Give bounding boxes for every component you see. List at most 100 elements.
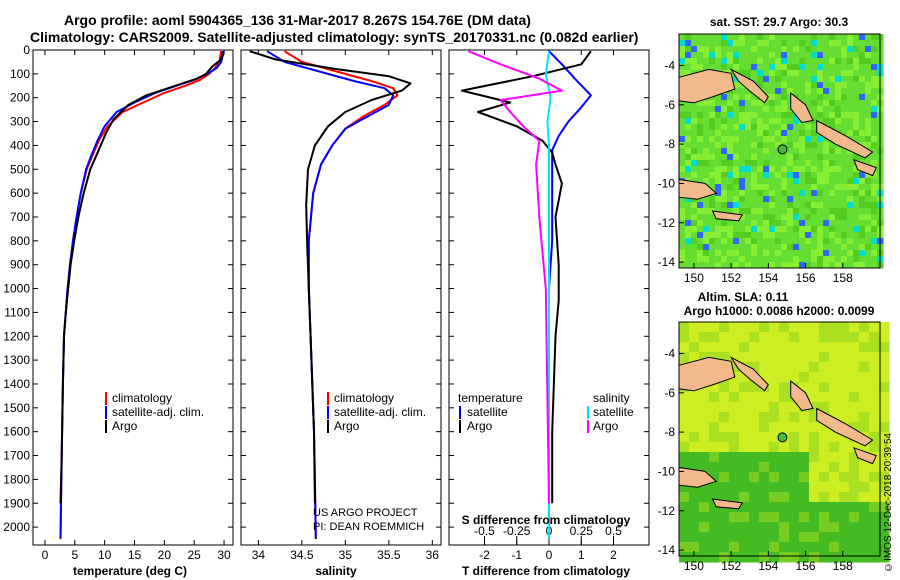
temperature-xtick-label: 20 [158,548,172,562]
sst-map-frame [678,33,881,269]
sla-map-xtick-label: 158 [833,559,853,573]
sla-map-title: Altim. SLA: 0.11 [698,290,789,304]
land-polygon [816,119,874,159]
sst-map-ytick-label: -12 [658,216,676,230]
depth-tick-label: 1200 [3,329,30,343]
credit-stamp: ©IMOS 12-Dec-2018 20:39:54 [883,433,894,572]
depth-tick-label: 0 [23,43,30,57]
figure-title-line2: Climatology: CARS2009. Satellite-adjuste… [30,29,639,45]
sst-map-ytick-label: -4 [664,58,675,72]
depth-tick-label: 700 [10,210,30,224]
sla-map-float-marker [777,432,788,443]
sst-map-ytick-label: -6 [664,98,675,112]
temperature-series-satellite-adj-clim- [59,50,225,540]
depth-tick-label: 100 [10,67,30,81]
salinity-xtick-label: 34 [252,548,266,562]
temperature-xtick-label: 10 [98,548,112,562]
sla-map-land [678,356,877,510]
differences-xtick-label: 2 [610,548,617,562]
differences-top-tick-label: -0.5 [474,524,495,538]
legend-label-s-satellite: satellite [593,405,634,419]
differences-top-tick-label: 0.5 [605,524,622,538]
legend-heading-salinity: salinity [593,391,630,405]
salinity-series-climatology [283,50,399,540]
diff-legend: temperature satellite Argo salinity sate… [458,391,634,433]
differences-xtick-label: -1 [511,548,522,562]
legend-label-climatology: climatology [334,391,394,405]
sst-map-xtick-label: 154 [758,271,778,285]
temperature-xtick-label: 30 [217,548,231,562]
depth-tick-label: 1400 [3,377,30,391]
sla-map-ytick-label: -12 [658,504,676,518]
legend-label-argo: Argo [112,419,138,433]
sla-map-xtick-label: 152 [721,559,741,573]
temperature-series-argo [59,50,224,504]
legend-label-satellite: satellite-adj. clim. [334,405,426,419]
legend-label-t-satellite: satellite [467,405,508,419]
temperature-xtick-label: 0 [42,548,49,562]
sst-map-ytick-label: -10 [658,176,676,190]
sst-map-xtick-label: 158 [833,271,853,285]
project-annotation: US ARGO PROJECT [313,507,418,519]
legend-label-s-argo: Argo [593,419,619,433]
sla-map-xtick-label: 154 [758,559,778,573]
temperature-xtick-label: 15 [128,548,142,562]
depth-tick-label: 600 [10,186,30,200]
sst-map-xtick-label: 156 [796,271,816,285]
sla-map-xtick-label: 156 [796,559,816,573]
land-polygon [853,446,877,465]
salinity-xtick-label: 34.5 [290,548,314,562]
salinity-frame [240,49,442,546]
sst-map: 150 152 154 156 158 -4 -6 -8 -10 -12 -14 [658,33,884,285]
sst-map-ytick-label: -8 [664,137,675,151]
sst-map-land [678,68,877,222]
temperature-xtick-label: 25 [188,548,202,562]
sst-map-xtick-label: 152 [721,271,741,285]
legend-label-climatology: climatology [112,391,172,405]
land-polygon [711,210,744,222]
sst-map-ytick-label: -14 [658,255,676,269]
land-polygon [678,356,736,392]
land-polygon [729,68,769,104]
depth-tick-label: 200 [10,91,30,105]
salinity-xtick-label: 36 [426,548,440,562]
differences-xtick-label: 0 [546,548,553,562]
differences-xtick-label: -2 [479,548,490,562]
depth-tick-label: 300 [10,115,30,129]
legend-heading-temperature: temperature [458,391,523,405]
land-polygon [711,498,744,510]
diff-xlabel: T difference from climatology [462,564,630,578]
land-polygon [853,158,877,177]
temperature-panel: 0 5 10 15 20 25 300100200300400500600700800900… [3,43,234,562]
temperature-series-climatology [59,51,223,540]
depth-tick-label: 1100 [4,305,30,319]
legend-label-satellite: satellite-adj. clim. [112,405,204,419]
sla-map-ytick-label: -4 [664,346,675,360]
depth-tick-label: 400 [10,138,30,152]
depth-tick-label: 1800 [3,472,30,486]
salinity-panel: 34 34.5 35 35.5 36 [240,49,442,562]
salinity-legend: climatology satellite-adj. clim. Argo [327,391,426,433]
figure-title-line1: Argo profile: aoml 5904365_136 31-Mar-20… [64,12,531,28]
land-polygon [816,407,874,447]
sst-map-title: sat. SST: 29.7 Argo: 30.3 [710,15,849,29]
diff-top-label: S difference from climatology [462,513,631,527]
pi-annotation: PI: DEAN ROEMMICH [313,521,424,533]
temperature-xlabel: temperature (deg C) [73,564,187,578]
temperature-frame [32,49,234,546]
salinity-xtick-label: 35 [339,548,353,562]
depth-tick-label: 1000 [3,282,30,296]
depth-tick-label: 1300 [3,353,30,367]
land-polygon [678,68,736,104]
sla-map-ytick-label: -10 [658,464,676,478]
depth-tick-label: 1700 [3,449,30,463]
land-polygon [790,379,814,412]
differences-top-tick-label: 0.25 [570,524,594,538]
differences-series-temperature-argo [460,50,592,504]
sla-map-frame [678,321,881,557]
sla-map: 150 152 154 156 158 -4 -6 -8 -10 -12 -14 [658,321,890,573]
differences-series-salinity-argo [468,50,563,504]
salinity-series-argo [249,50,412,504]
differences-xtick-label: 1 [578,548,585,562]
